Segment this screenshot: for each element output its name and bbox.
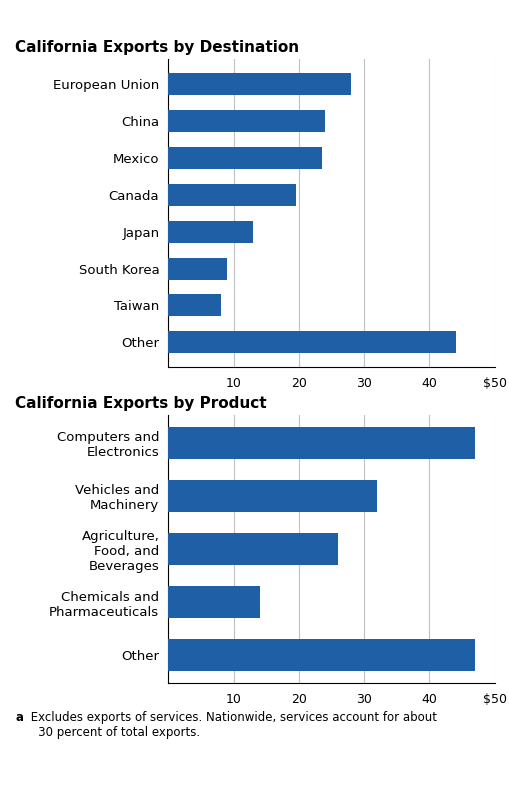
Bar xyxy=(168,586,259,618)
Bar xyxy=(168,110,324,132)
Bar xyxy=(168,295,220,317)
Bar xyxy=(168,220,252,243)
Bar xyxy=(168,73,350,96)
Bar xyxy=(168,184,295,206)
Text: California Exports by Destination: California Exports by Destination xyxy=(15,40,299,55)
Bar xyxy=(168,147,321,169)
Text: Excludes exports of services. Nationwide, services account for about
   30 perce: Excludes exports of services. Nationwide… xyxy=(26,711,436,739)
Bar xyxy=(168,258,227,280)
Bar xyxy=(168,639,474,672)
Text: a: a xyxy=(15,711,23,724)
Bar xyxy=(168,480,377,512)
Bar xyxy=(168,533,337,565)
Text: California Exports by Product: California Exports by Product xyxy=(15,396,266,411)
Bar xyxy=(168,331,455,353)
Bar xyxy=(168,427,474,459)
